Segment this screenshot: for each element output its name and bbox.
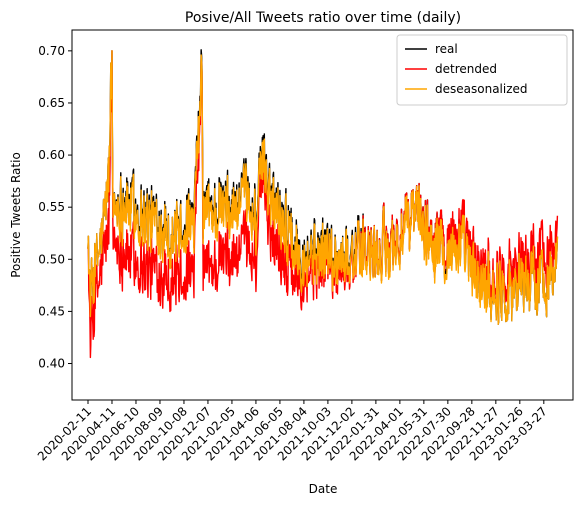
y-tick-label: 0.60 [38, 148, 65, 162]
series-layer [87, 49, 559, 359]
y-tick-label: 0.55 [38, 200, 65, 214]
chart-title: Posive/All Tweets ratio over time (daily… [185, 10, 461, 26]
y-tick-label: 0.65 [38, 96, 65, 110]
legend: real detrended deseasonalized [396, 34, 568, 106]
y-tick-label: 0.40 [38, 357, 65, 371]
y-axis-label: Positive Tweets Ratio [9, 152, 23, 278]
x-axis-label: Date [309, 482, 338, 496]
y-tick-label: 0.50 [38, 252, 65, 266]
legend-box [396, 34, 568, 106]
y-axis: 0.40 0.45 0.50 0.55 0.60 0.65 0.70 [38, 44, 72, 371]
legend-entry: deseasonalized [435, 82, 528, 96]
legend-entry: detrended [435, 62, 497, 76]
y-tick-label: 0.45 [38, 304, 65, 318]
x-axis: 2020-02-112020-04-112020-06-102020-08-09… [35, 400, 550, 463]
y-tick-label: 0.70 [38, 44, 65, 58]
plot-frame [71, 29, 574, 401]
series-line-deseasonalized [87, 50, 559, 325]
legend-entry: real [435, 42, 458, 56]
